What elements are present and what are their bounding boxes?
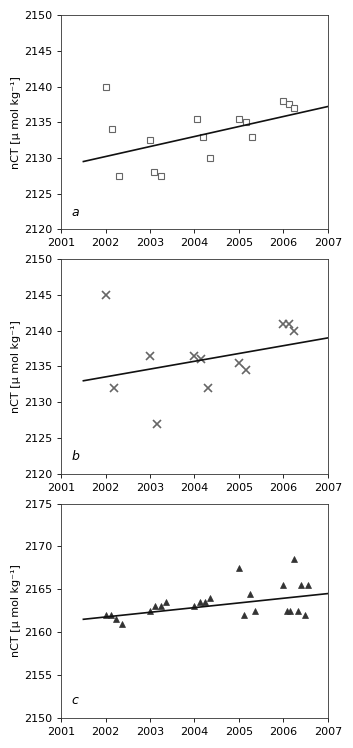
- Text: a: a: [72, 206, 79, 218]
- Text: b: b: [72, 450, 80, 463]
- Y-axis label: nCT [μ mol kg⁻¹]: nCT [μ mol kg⁻¹]: [11, 320, 21, 413]
- Text: c: c: [72, 694, 79, 707]
- Y-axis label: nCT [μ mol kg⁻¹]: nCT [μ mol kg⁻¹]: [11, 76, 21, 169]
- Y-axis label: nCT [μ mol kg⁻¹]: nCT [μ mol kg⁻¹]: [11, 564, 21, 657]
